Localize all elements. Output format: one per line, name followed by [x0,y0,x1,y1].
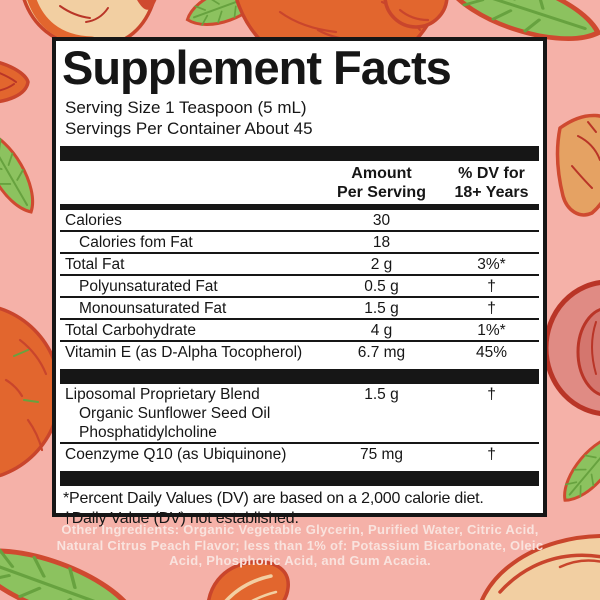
peach-half-right-illustration [543,280,600,416]
nutrient-table: Calories 30 Calories fom Fat 18 Total Fat 2 g… [60,210,539,486]
nutrient-row: Coenzyme Q10 (as Ubiquinone) 75 mg † [60,444,539,464]
nutrient-dv: † [487,446,496,463]
nutrient-row: Monounsaturated Fat 1.5 g † [60,298,539,320]
peach-cut-bottom-right-illustration [479,534,600,600]
nutrient-row: Total Carbohydrate 4 g 1%* [60,320,539,342]
nutrient-dv: 3%* [477,256,506,273]
column-headers: Amount Per Serving % DV for 18+ Years [60,161,539,204]
supplement-facts-panel: Supplement Facts Serving Size 1 Teaspoon… [52,37,547,527]
divider-medium [60,204,539,210]
serving-size-text: Serving Size 1 Teaspoon (5 mL) [65,98,307,117]
nutrient-dv: † [487,386,496,403]
nutrient-name: Calories [65,212,122,229]
other-ingredients: Other Ingredients: Organic Vegetable Gly… [0,522,600,569]
nutrient-amount: 0.5 g [364,278,399,295]
dv-column-header: % DV for 18+ Years [444,164,539,202]
footnote-not-established: †Daily Value (DV) not established. [63,510,299,527]
nutrient-name: Coenzyme Q10 (as Ubiquinone) [65,446,287,463]
nutrient-dv: 1%* [477,322,506,339]
nutrient-name: Total Fat [65,256,125,273]
nutrient-name: Vitamin E (as D-Alpha Tocopherol) [65,344,303,361]
column-header-line: Amount [351,165,412,182]
nutrient-row: Calories 30 [60,210,539,232]
amount-column-header: Amount Per Serving [319,164,444,202]
nutrient-dv: † [487,278,496,295]
peach-left-illustration [0,306,62,478]
column-header-line: % DV for [458,165,525,182]
peach-slice-bottom-illustration [207,560,290,600]
nutrient-name: Liposomal Proprietary Blend Organic Sunfl… [60,385,319,442]
peach-slice-right-illustration [555,113,600,217]
nutrient-amount: 6.7 mg [357,344,406,361]
peach-top-right-illustration [383,0,449,29]
column-header-line: Per Serving [337,184,426,201]
nutrient-row: Total Fat 2 g 3%* [60,254,539,276]
nutrient-name: Calories fom Fat [79,234,193,251]
divider-thick-top [60,146,539,161]
peach-slice-left-illustration [0,61,30,104]
nutrient-row: Liposomal Proprietary Blend Organic Sunfl… [60,384,539,444]
divider-thick [60,369,539,384]
nutrient-amount: 2 g [370,256,393,273]
other-ingredients-line: Natural Citrus Peach Flavor; less than 1… [56,537,544,553]
nutrient-dv: 45% [475,344,508,361]
nutrient-amount: 1.5 g [364,300,399,317]
column-header-line: 18+ Years [454,184,529,201]
divider-thick [60,471,539,486]
leaf-left-illustration [0,122,46,222]
nutrient-subline: Phosphatidylcholine [79,424,217,441]
nutrient-dv: † [487,300,496,317]
nutrient-name: Total Carbohydrate [65,322,196,339]
nutrient-subline: Organic Sunflower Seed Oil [79,405,271,422]
nutrient-amount: 4 g [370,322,393,339]
nutrient-row: Polyunsaturated Fat 0.5 g † [60,276,539,298]
other-ingredients-line: Acid, Phosphoric Acid, and Gum Acacia. [169,553,431,568]
servings-per-container-text: Servings Per Container About 45 [65,119,313,138]
nutrient-amount: 75 mg [359,446,404,463]
footnotes: *Percent Daily Values (DV) are based on … [60,486,539,529]
nutrient-name: Polyunsaturated Fat [79,278,218,295]
leaf-bottom-right-illustration [552,425,600,511]
nutrient-amount: 18 [372,234,391,251]
other-ingredients-line: Other Ingredients: Organic Vegetable Gly… [61,522,539,537]
nutrient-name: Monounsaturated Fat [79,300,227,317]
footnote-daily-values: *Percent Daily Values (DV) are based on … [63,490,484,507]
page-title: Supplement Facts [62,41,452,94]
nutrient-row: Vitamin E (as D-Alpha Tocopherol) 6.7 mg 4… [60,342,539,362]
nutrient-amount: 30 [372,212,391,229]
nutrient-row: Calories fom Fat 18 [60,232,539,254]
nutrient-amount: 1.5 g [364,386,399,403]
